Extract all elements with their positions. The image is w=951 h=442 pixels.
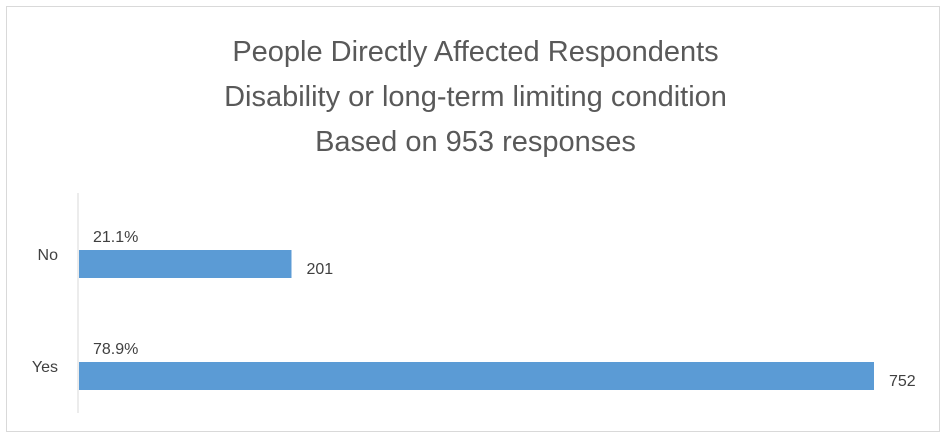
chart-title-line-3: Based on 953 responses (315, 126, 636, 158)
chart-title-line-2: Disability or long-term limiting conditi… (224, 81, 727, 113)
value-label-no: 201 (306, 261, 333, 278)
percent-label-no: 21.1% (93, 229, 138, 246)
chart-frame (6, 6, 940, 432)
category-label-yes: Yes (32, 359, 58, 376)
bar-no (79, 250, 292, 278)
chart-title: People Directly Affected Respondents Dis… (0, 30, 951, 165)
bar-yes (79, 362, 874, 390)
percent-label-yes: 78.9% (93, 341, 138, 358)
category-label-no: No (38, 247, 59, 264)
value-label-yes: 752 (889, 373, 916, 390)
chart-title-line-1: People Directly Affected Respondents (232, 36, 719, 68)
